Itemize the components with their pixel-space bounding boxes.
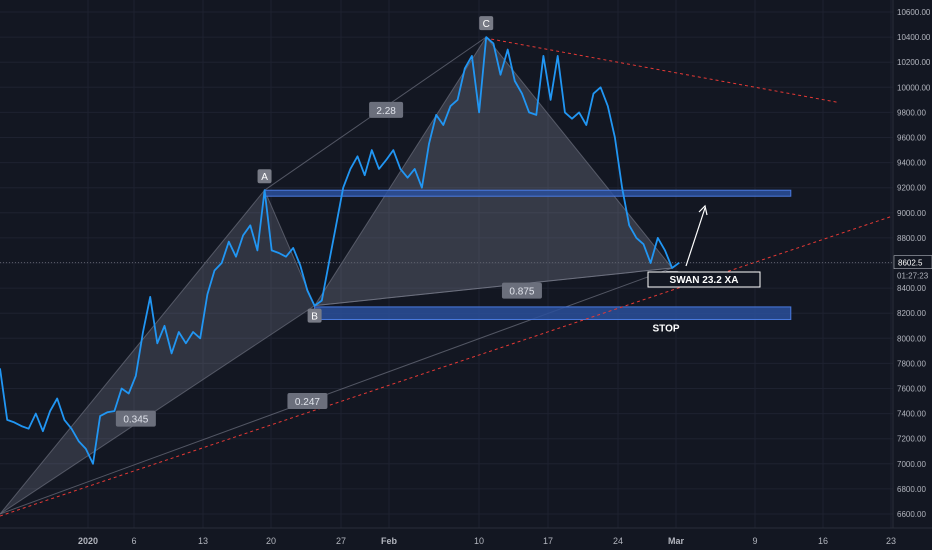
ratio-badge xyxy=(287,393,328,410)
price-tick-label: 10000.00 xyxy=(897,83,931,92)
price-tick-label: 10400.00 xyxy=(897,33,931,42)
price-zone xyxy=(264,189,792,197)
time-tick-label: Mar xyxy=(668,536,685,546)
price-tick-label: 7200.00 xyxy=(897,435,926,444)
pattern-triangle xyxy=(0,189,316,515)
time-tick-label: 23 xyxy=(886,536,896,546)
annotations: SWAN 23.2 XA xyxy=(647,204,761,288)
price-tick-label: 10600.00 xyxy=(897,8,931,17)
price-axis[interactable]: 10600.00 10400.00 10200.00 10000.00 9800.00 9… xyxy=(892,0,932,550)
ratio-badge xyxy=(115,410,156,427)
ratio-badge xyxy=(369,101,404,118)
time-tick-label: 17 xyxy=(543,536,553,546)
price-tick-label: 9400.00 xyxy=(897,159,926,168)
time-axis-bg xyxy=(0,528,932,550)
stop-label: STOP xyxy=(652,323,679,334)
current-price-label: 8602.5 xyxy=(898,259,923,268)
point-badge-b xyxy=(307,308,322,323)
point-label-c: C xyxy=(483,19,490,30)
price-line xyxy=(0,36,680,465)
annotation-box xyxy=(647,271,761,288)
price-tick-label: 7600.00 xyxy=(897,385,926,394)
annotation-text: SWAN 23.2 XA xyxy=(670,275,739,286)
ratio-badge xyxy=(501,282,542,299)
price-tick-label: 6800.00 xyxy=(897,485,926,494)
time-tick-label: 27 xyxy=(336,536,346,546)
price-series xyxy=(0,36,893,465)
price-tick-label: 8400.00 xyxy=(897,284,926,293)
time-tick-label: 2020 xyxy=(78,536,98,546)
point-badge-c xyxy=(479,16,494,31)
pattern-line-bd xyxy=(314,267,673,307)
price-tick-label: 8200.00 xyxy=(897,309,926,318)
price-tick-label: 7400.00 xyxy=(897,410,926,419)
time-tick-label: 16 xyxy=(818,536,828,546)
time-tick-label: Feb xyxy=(381,536,398,546)
price-zone xyxy=(314,306,792,320)
price-tick-label: 9800.00 xyxy=(897,108,926,117)
time-axis[interactable]: 2020 6 13 20 27 Feb 10 17 24 Mar 9 16 23 xyxy=(0,527,932,550)
price-tick-label: 9000.00 xyxy=(897,209,926,218)
trendlines xyxy=(0,38,932,517)
time-tick-label: 9 xyxy=(752,536,757,546)
harmonic-pattern xyxy=(0,36,674,515)
ratio-label: 2.28 xyxy=(376,106,396,117)
price-tick-label: 7000.00 xyxy=(897,460,926,469)
price-tick-label: 8800.00 xyxy=(897,234,926,243)
point-label-b: B xyxy=(311,312,318,323)
price-tick-label: 7800.00 xyxy=(897,359,926,368)
current-price-tag xyxy=(893,255,932,269)
arrow-head xyxy=(698,204,708,216)
point-label-a: A xyxy=(261,172,268,183)
countdown-label: 01:27:23 xyxy=(897,272,929,281)
point-badge-a xyxy=(257,169,272,184)
time-tick-label: 6 xyxy=(131,536,136,546)
ratio-label: 0.345 xyxy=(123,415,148,426)
countdown-tag xyxy=(894,269,932,282)
support-trendline xyxy=(0,202,932,517)
time-tick-label: 24 xyxy=(613,536,623,546)
time-tick-label: 13 xyxy=(198,536,208,546)
ratio-label: 0.247 xyxy=(295,397,320,408)
ratio-label: 0.875 xyxy=(509,287,534,298)
time-tick-label: 10 xyxy=(474,536,484,546)
price-tick-label: 8000.00 xyxy=(897,334,926,343)
price-tick-label: 6600.00 xyxy=(897,510,926,519)
resistance-trendline xyxy=(491,38,839,103)
time-tick-label: 20 xyxy=(266,536,276,546)
price-tick-label: 10200.00 xyxy=(897,58,931,67)
price-tick-label: 9200.00 xyxy=(897,184,926,193)
arrow-up xyxy=(685,207,706,267)
price-tick-label: 9600.00 xyxy=(897,134,926,143)
